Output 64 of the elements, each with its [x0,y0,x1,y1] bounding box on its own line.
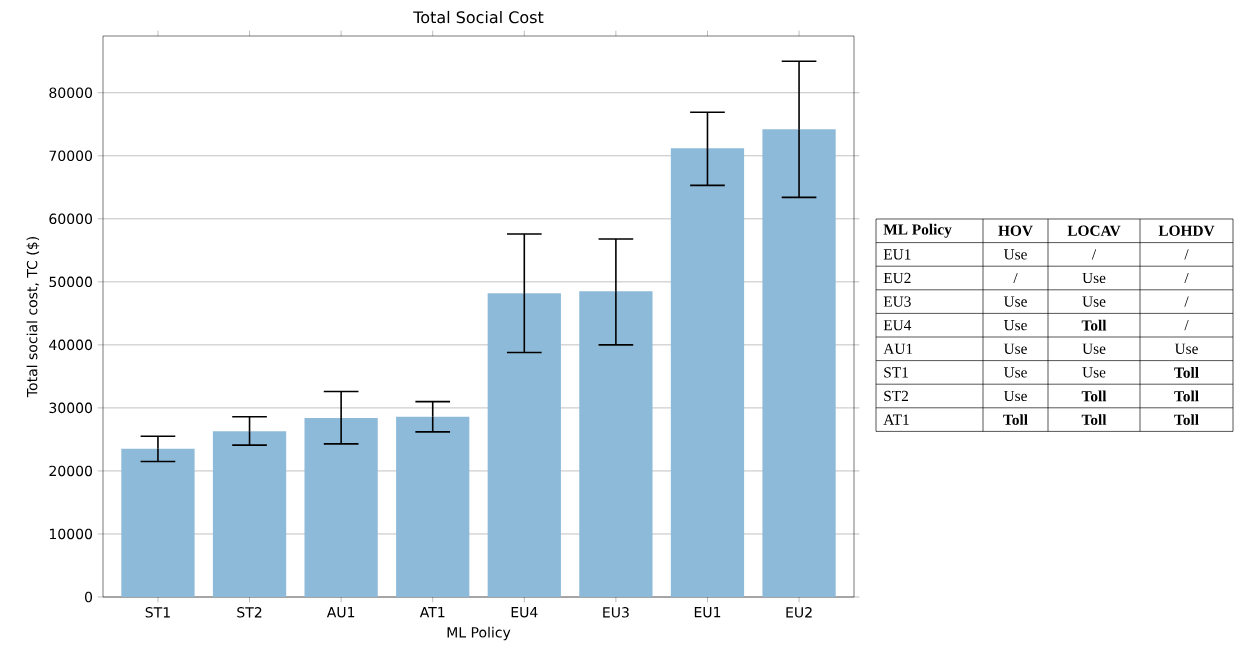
x-tick-label: ST1 [145,607,170,618]
x-tick-label: EU2 [786,607,812,618]
category-label: AT1 [883,414,909,425]
category-label: EU1 [883,249,911,260]
text: / [1091,249,1097,260]
bar [304,417,378,597]
category-label: EU3 [883,296,911,307]
category-label: ST2 [884,390,908,402]
text: Use [1003,296,1027,307]
y-tick-label: 70000 [49,150,93,162]
y-tick-label: 30000 [49,402,93,414]
text: Toll [1174,367,1199,378]
text: Use [1082,367,1106,378]
category-label: ST1 [884,367,908,378]
text: / [1184,249,1189,260]
x-tick-label: AU1 [326,607,355,618]
x-axis-title: ML Policy [447,626,511,641]
text: / [1013,272,1018,284]
text: Toll [1081,319,1107,331]
text: Use [1082,272,1106,284]
x-tick-label: EU1 [694,607,721,618]
category-label: AU1 [883,343,913,354]
bar [487,293,561,597]
text: Toll [1174,390,1199,402]
y-tick-label: 0 [84,591,93,603]
bar [762,129,836,597]
bar [396,416,470,597]
text: Toll [1081,390,1107,402]
text: Use [1003,249,1027,260]
text: / [1184,320,1189,331]
bar [121,448,195,597]
text: Toll [1174,414,1199,425]
x-tick-label: EU4 [511,607,538,618]
text: Use [1082,343,1106,354]
text: / [1184,272,1189,284]
y-tick-label: 60000 [49,213,93,225]
text: Use [1003,320,1027,331]
y-tick-label: 10000 [49,528,93,540]
text: Use [1082,296,1106,307]
text: / [1184,296,1189,307]
category-label: LOHDV [1158,225,1215,236]
text: Use [1003,343,1027,354]
bar [670,148,745,597]
y-tick-label: 40000 [49,339,93,351]
text: Toll [1003,414,1028,425]
text: Use [1003,390,1027,402]
chart-title: Total Social Cost [413,10,544,24]
text: Use [1174,343,1198,354]
bar [579,291,653,597]
y-tick-label: 20000 [49,465,93,477]
y-tick-label: 80000 [49,87,93,99]
category-label: HOV [998,225,1033,236]
y-axis-title: Total social cost, TC ($) [26,237,40,398]
text: Toll [1081,414,1107,425]
x-tick-label: EU3 [603,607,629,618]
text: Use [1003,367,1027,378]
x-tick-label: AT1 [419,607,445,618]
y-tick-label: 50000 [49,276,93,288]
category-label: EU2 [883,272,911,284]
bar [212,431,287,597]
category-label: LOCAV [1067,225,1121,236]
category-label: EU4 [883,320,912,331]
x-tick-label: ST2 [237,607,262,618]
text: ML Policy [883,223,952,238]
